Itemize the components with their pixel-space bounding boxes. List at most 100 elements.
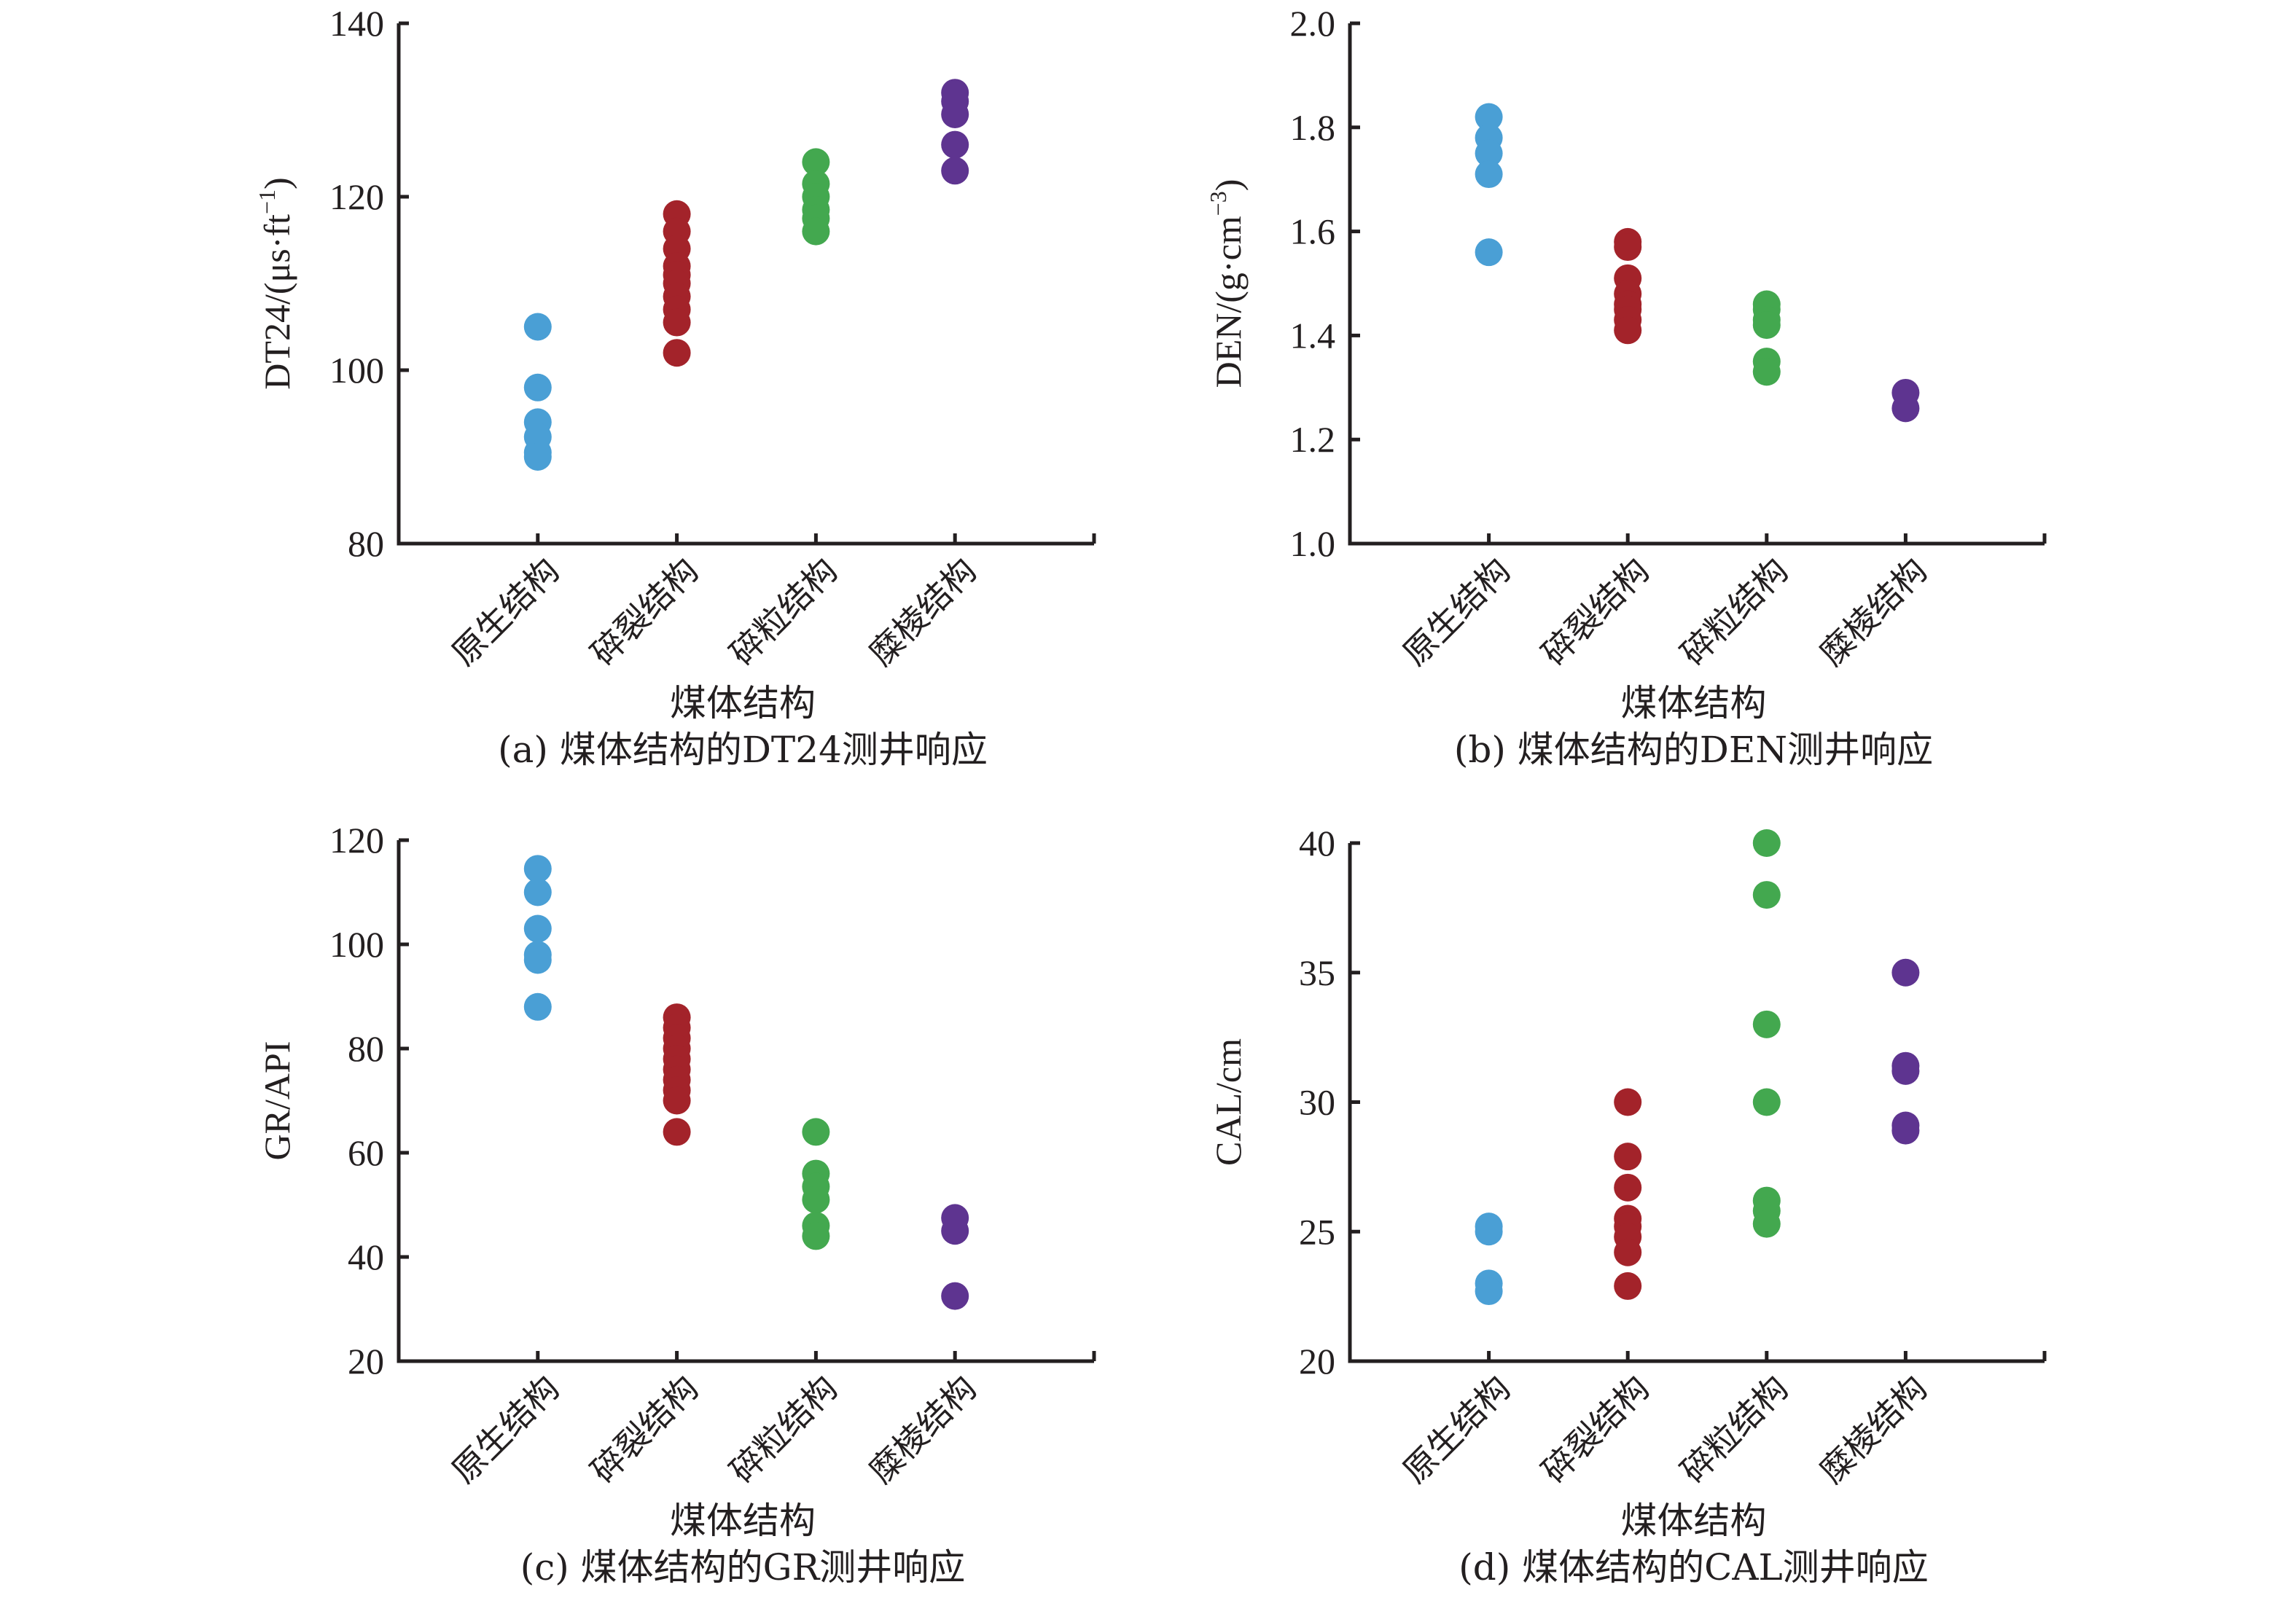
data-point: [1475, 1218, 1503, 1246]
data-point: [523, 992, 552, 1021]
series-2: [1614, 227, 1642, 345]
x-tick-label: 糜棱结构: [862, 1368, 984, 1491]
data-point: [1891, 958, 1920, 987]
data-point: [1614, 1088, 1642, 1116]
series-1: [523, 313, 552, 471]
series-4: [941, 1204, 969, 1310]
y-axis-label-base: CAL/cm: [1208, 1038, 1249, 1166]
data-point: [663, 339, 691, 367]
y-tick-label: 30: [1299, 1082, 1335, 1123]
x-tick-label: 糜棱结构: [862, 551, 984, 673]
data-point: [941, 1217, 969, 1245]
series-2: [663, 1003, 691, 1146]
series-3: [1752, 829, 1781, 1238]
data-point: [802, 1118, 830, 1146]
x-tick-label: 碎粒结构: [722, 551, 845, 673]
y-tick-label: 1.6: [1290, 211, 1336, 252]
x-tick-label: 糜棱结构: [1812, 551, 1934, 673]
y-tick-label: 35: [1299, 952, 1335, 993]
data-point: [523, 855, 552, 883]
panel-caption: (d) 煤体结构的CAL测井响应: [1459, 1546, 1928, 1588]
series-4: [1891, 378, 1920, 423]
data-point: [523, 373, 552, 401]
data-point: [1752, 1088, 1781, 1116]
data-point: [1752, 1210, 1781, 1238]
data-point: [1614, 233, 1642, 262]
y-tick-label: 120: [329, 176, 384, 217]
data-point: [1475, 139, 1503, 168]
data-point: [1614, 1272, 1642, 1300]
y-tick-label: 40: [348, 1237, 384, 1277]
panel-c-gr: 20 40 60 80 100 120 GR/API 原生结构 碎裂结构 碎粒结构 糜棱结构煤体结构…: [257, 820, 1096, 1588]
y-tick-label: 60: [348, 1132, 384, 1173]
y-tick-label: 1.8: [1290, 107, 1336, 148]
series-1: [1475, 103, 1503, 267]
series-2: [1614, 1088, 1642, 1300]
y-axis-label-close: ): [1208, 179, 1249, 192]
x-axis-label: 煤体结构: [1621, 1500, 1767, 1542]
y-tick-label: 25: [1299, 1211, 1335, 1252]
series-3: [802, 1118, 830, 1250]
y-axis-label-base: DEN/(g·cm: [1208, 216, 1249, 388]
y-tick-label: 1.4: [1290, 315, 1336, 356]
y-tick-label: 20: [1299, 1341, 1335, 1382]
data-point: [802, 1222, 830, 1250]
x-tick-label: 碎裂结构: [1534, 1368, 1657, 1491]
x-tick-label: 碎裂结构: [583, 1368, 706, 1491]
data-point: [802, 148, 830, 176]
panel-b-den: 1.0 1.2 1.4 1.6 1.8 2.0 DEN/(g·cm−3) 原生结构 碎裂结构 碎粒…: [1205, 3, 2047, 771]
x-tick-label: 原生结构: [444, 1368, 566, 1491]
data-point: [1891, 1057, 1920, 1085]
data-point: [1475, 103, 1503, 131]
y-axis-label-exponent: −1: [254, 189, 280, 214]
y-tick-label: 80: [348, 1028, 384, 1069]
data-point: [1891, 1116, 1920, 1145]
data-point: [1891, 394, 1920, 423]
y-tick-label: 2.0: [1290, 3, 1336, 44]
series-1: [1475, 1213, 1503, 1306]
y-axis-label: DEN/(g·cm−3): [1205, 179, 1249, 388]
y-tick-label: 1.0: [1290, 523, 1336, 564]
series-4: [1891, 958, 1920, 1145]
x-tick-label: 碎裂结构: [583, 551, 706, 673]
panel-caption: (a) 煤体结构的DT24测井响应: [498, 729, 988, 771]
x-tick-label: 碎粒结构: [722, 1368, 845, 1491]
y-axis-label: GR/API: [257, 1041, 297, 1161]
data-point: [1752, 358, 1781, 386]
x-tick-label: 碎裂结构: [1534, 551, 1657, 673]
data-point: [941, 1282, 969, 1310]
series-3: [802, 148, 830, 246]
data-point: [1614, 1143, 1642, 1171]
data-point: [1475, 1277, 1503, 1306]
data-point: [1752, 1010, 1781, 1038]
y-tick-label: 100: [329, 924, 384, 965]
y-axis-label-exponent: −3: [1205, 191, 1231, 216]
series-1: [523, 855, 552, 1021]
data-point: [1614, 1173, 1642, 1202]
y-tick-label: 100: [329, 350, 384, 391]
y-tick-label: 80: [348, 523, 384, 564]
data-point: [1614, 316, 1642, 345]
data-point: [1475, 238, 1503, 267]
data-point: [1614, 1238, 1642, 1266]
data-point: [941, 130, 969, 159]
y-axis-label-base: DT24/(μs·ft: [257, 214, 297, 390]
y-tick-label: 40: [1299, 823, 1335, 863]
data-point: [523, 878, 552, 906]
panel-d-cal: 20 25 30 35 40 CAL/cm 原生结构 碎裂结构 碎粒结构 糜棱结构煤体结构(d) …: [1208, 823, 2047, 1588]
data-point: [1752, 829, 1781, 857]
data-point: [802, 1186, 830, 1214]
x-tick-label: 碎粒结构: [1673, 551, 1795, 673]
y-axis-label-base: GR/API: [257, 1041, 297, 1161]
data-point: [523, 914, 552, 943]
data-point: [663, 1086, 691, 1115]
x-tick-label: 原生结构: [1395, 551, 1518, 673]
y-axis-label: DT24/(μs·ft−1): [254, 177, 297, 389]
y-axis-label-close: ): [257, 177, 297, 189]
y-tick-label: 20: [348, 1341, 384, 1382]
x-axis-label: 煤体结构: [670, 682, 816, 724]
data-point: [802, 217, 830, 246]
data-point: [663, 1118, 691, 1146]
data-point: [663, 308, 691, 337]
panel-caption: (c) 煤体结构的GR测井响应: [520, 1546, 966, 1588]
